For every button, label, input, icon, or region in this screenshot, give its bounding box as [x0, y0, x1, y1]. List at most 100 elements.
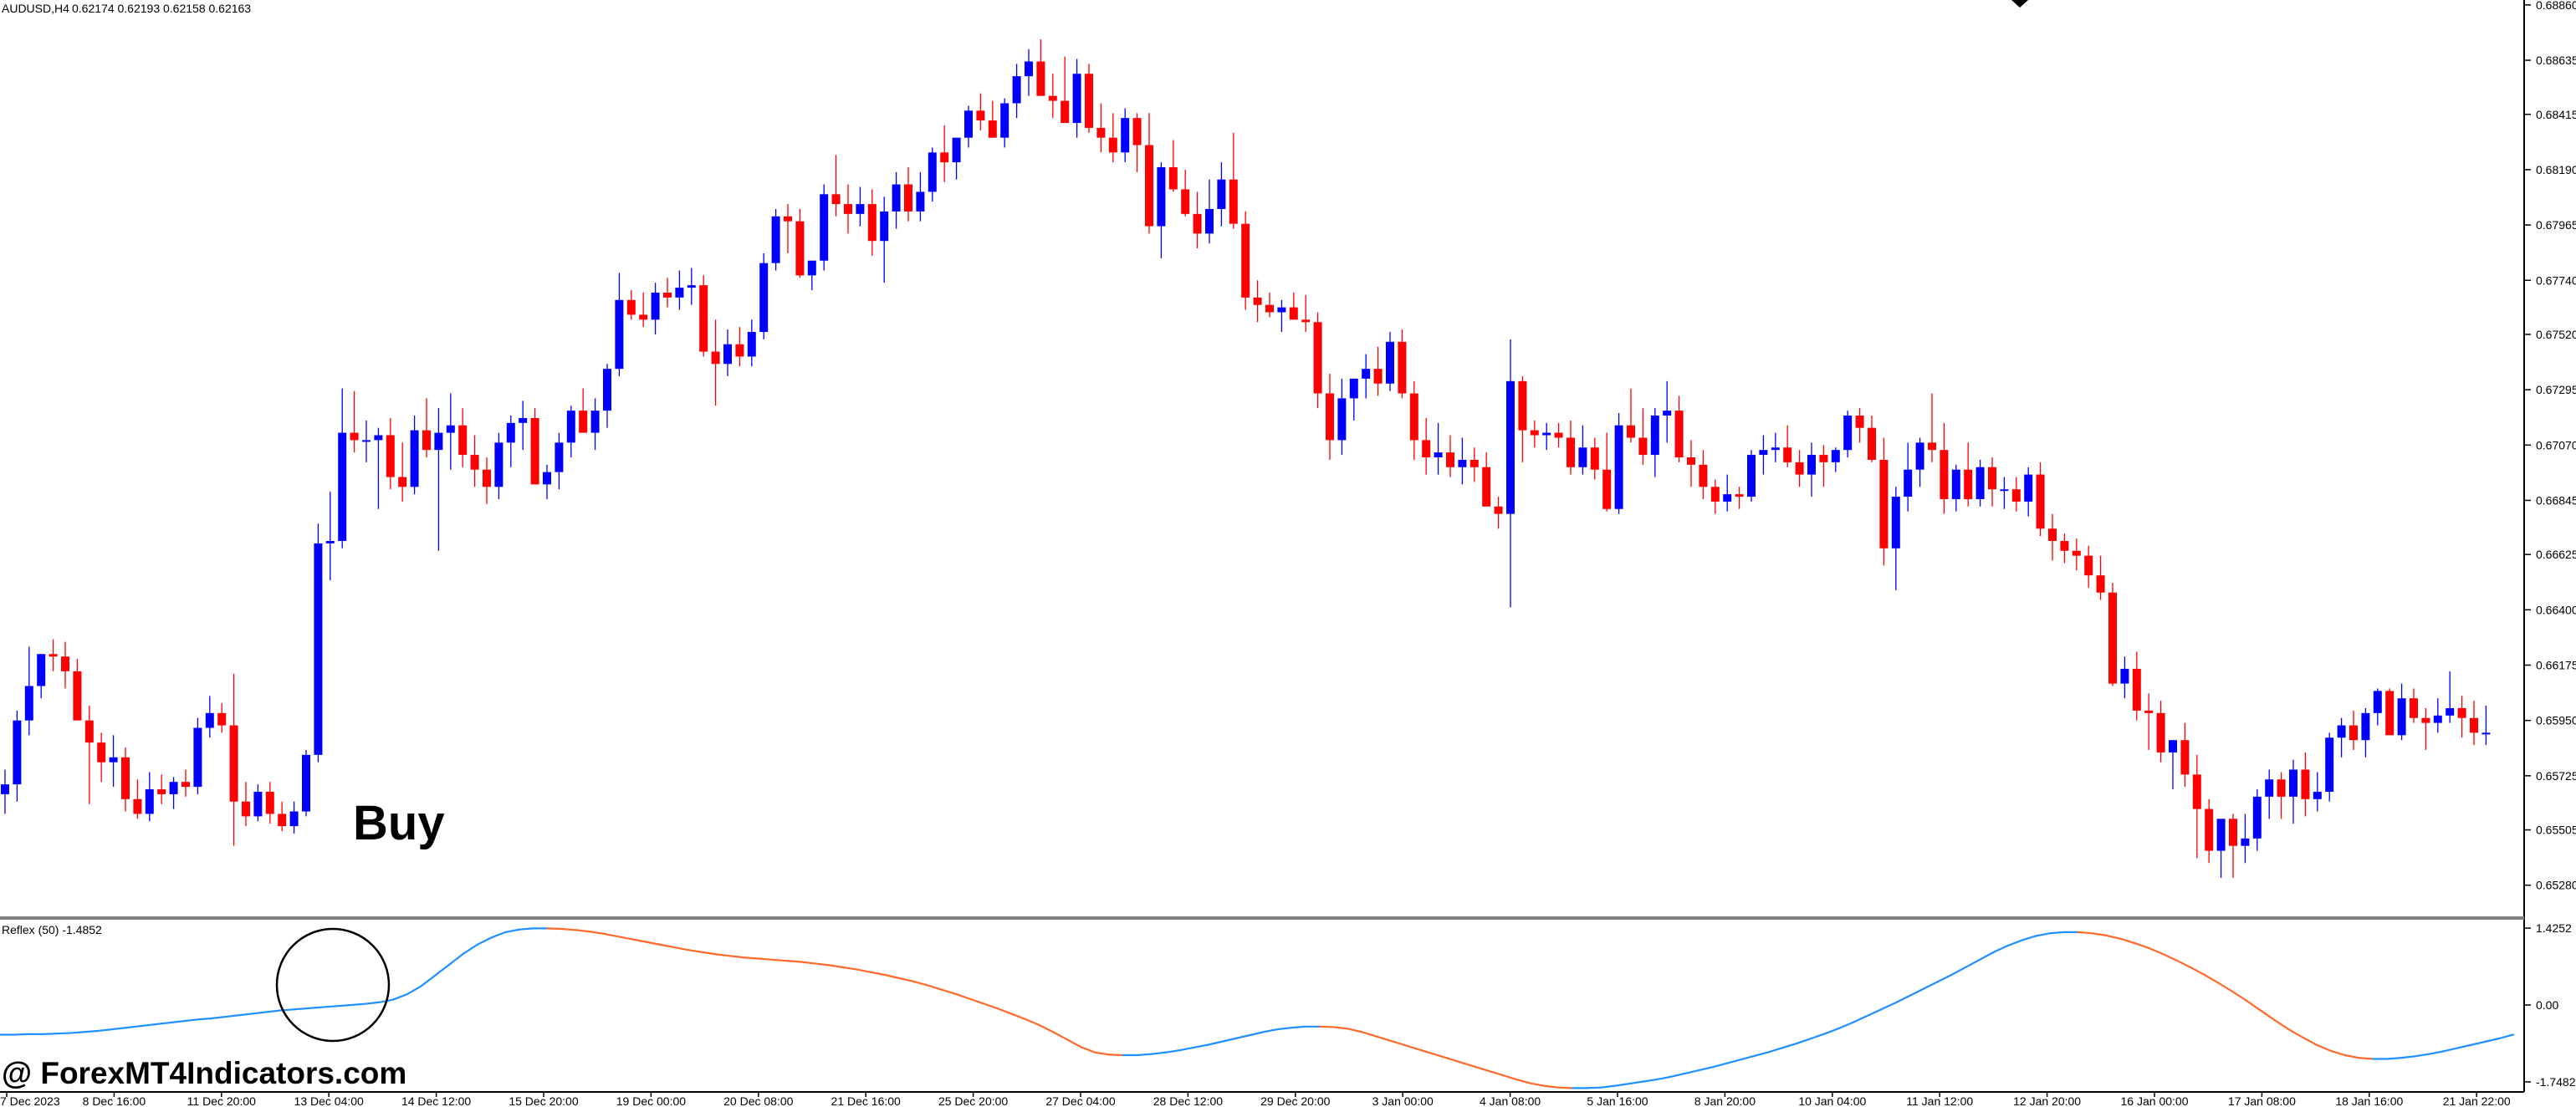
candle: [169, 777, 178, 809]
time-tick-label: 12 Jan 20:00: [2013, 1094, 2081, 1107]
reflex-segment: [1066, 1038, 1082, 1048]
reflex-segment: [1950, 966, 1967, 976]
candle: [856, 186, 865, 227]
candle: [1229, 132, 1238, 229]
candle: [1012, 64, 1021, 119]
reflex-segment: [69, 1031, 85, 1034]
reflex-segment: [575, 929, 591, 933]
candle: [2313, 772, 2322, 812]
candle: [1795, 450, 1804, 487]
candle: [1469, 447, 1479, 482]
reflex-segment: [1810, 1033, 1827, 1040]
reflex-segment: [2470, 1040, 2487, 1046]
candle: [976, 93, 985, 130]
candle: [2192, 754, 2201, 859]
candle: [1530, 420, 1539, 448]
ohlc-label: 0.62174 0.62193 0.62158 0.62163: [72, 2, 251, 15]
candle: [1446, 435, 1454, 477]
candle: [2361, 707, 2370, 758]
reflex-segment: [223, 1014, 240, 1018]
candle: [1061, 56, 1070, 124]
reflex-segment: [1754, 1051, 1771, 1057]
candle: [1434, 422, 1443, 475]
candle: [579, 388, 588, 433]
price-tick-label: 0.65725: [2536, 769, 2576, 783]
reflex-segment: [939, 988, 956, 995]
reflex-segment: [1992, 944, 2009, 953]
reflex-segment: [490, 931, 507, 939]
candle: [916, 171, 925, 222]
reflex-segment: [364, 1001, 381, 1005]
reflex-segment: [2077, 931, 2093, 935]
reflex-segment: [1740, 1054, 1756, 1061]
reflex-segment: [813, 962, 830, 967]
candle: [494, 432, 503, 499]
reflex-segment: [953, 992, 970, 1000]
reflex-segment: [1388, 1039, 1405, 1046]
reflex-segment: [2091, 932, 2108, 936]
candle: [1132, 113, 1142, 172]
reflex-segment: [925, 984, 942, 991]
candle: [639, 292, 648, 328]
candle: [651, 283, 660, 334]
reflex-segment: [2119, 937, 2135, 944]
reflex-segment: [1698, 1066, 1715, 1072]
candle: [109, 735, 118, 788]
candle: [2421, 707, 2430, 750]
price-tick-label: 0.67070: [2536, 438, 2576, 451]
reflex-segment: [504, 928, 521, 934]
time-tick-label: 25 Dec 20:00: [938, 1094, 1008, 1107]
candle: [844, 184, 852, 234]
reflex-segment: [1291, 1025, 1307, 1029]
candle: [1326, 374, 1334, 460]
reflex-segment: [546, 927, 563, 931]
candle: [325, 492, 335, 581]
reflex-line-series: [0, 927, 2515, 1089]
reflex-segment: [1655, 1075, 1672, 1081]
candle: [2349, 710, 2358, 750]
reflex-segment: [1136, 1053, 1153, 1057]
reflex-segment: [1445, 1057, 1462, 1064]
candle: [880, 196, 889, 283]
candle: [205, 696, 214, 738]
candle: [133, 779, 142, 819]
candle: [831, 155, 841, 217]
candle: [483, 457, 491, 504]
reflex-segment: [869, 971, 886, 976]
candle: [2072, 538, 2081, 571]
reflex-segment: [1417, 1048, 1434, 1055]
reflex-segment: [1347, 1028, 1363, 1033]
candle: [2433, 698, 2442, 733]
reflex-segment: [1978, 951, 1995, 961]
candle: [1398, 329, 1407, 399]
reflex-segment: [2105, 934, 2122, 940]
candle: [2457, 696, 2466, 738]
candle: [2373, 688, 2382, 726]
reflex-segment: [2343, 1053, 2360, 1059]
buy-signal-label: Buy: [353, 796, 445, 850]
reflex-segment: [462, 943, 478, 955]
reflex-segment: [2231, 990, 2248, 1002]
reflex-segment: [1712, 1062, 1728, 1069]
candle: [1567, 420, 1575, 475]
candle: [1747, 450, 1756, 502]
reflex-segment: [2147, 946, 2164, 955]
candle: [1951, 464, 1960, 512]
reflex-segment: [995, 1007, 1012, 1015]
reflex-segment: [139, 1023, 156, 1028]
candle: [1868, 416, 1876, 462]
reflex-segment: [322, 1005, 339, 1008]
reflex-segment: [476, 936, 493, 946]
reflex-segment: [195, 1018, 212, 1021]
reflex-segment: [912, 980, 928, 987]
candle: [1386, 332, 1394, 391]
candle: [73, 659, 82, 721]
candle: [2000, 477, 2009, 509]
reflex-segment: [2189, 966, 2205, 976]
reflex-segment: [2385, 1057, 2402, 1060]
reflex-segment: [1108, 1053, 1125, 1057]
price-tick-label: 0.67295: [2536, 383, 2576, 396]
candle: [157, 774, 166, 804]
candle: [217, 703, 227, 733]
candle: [1506, 339, 1515, 608]
